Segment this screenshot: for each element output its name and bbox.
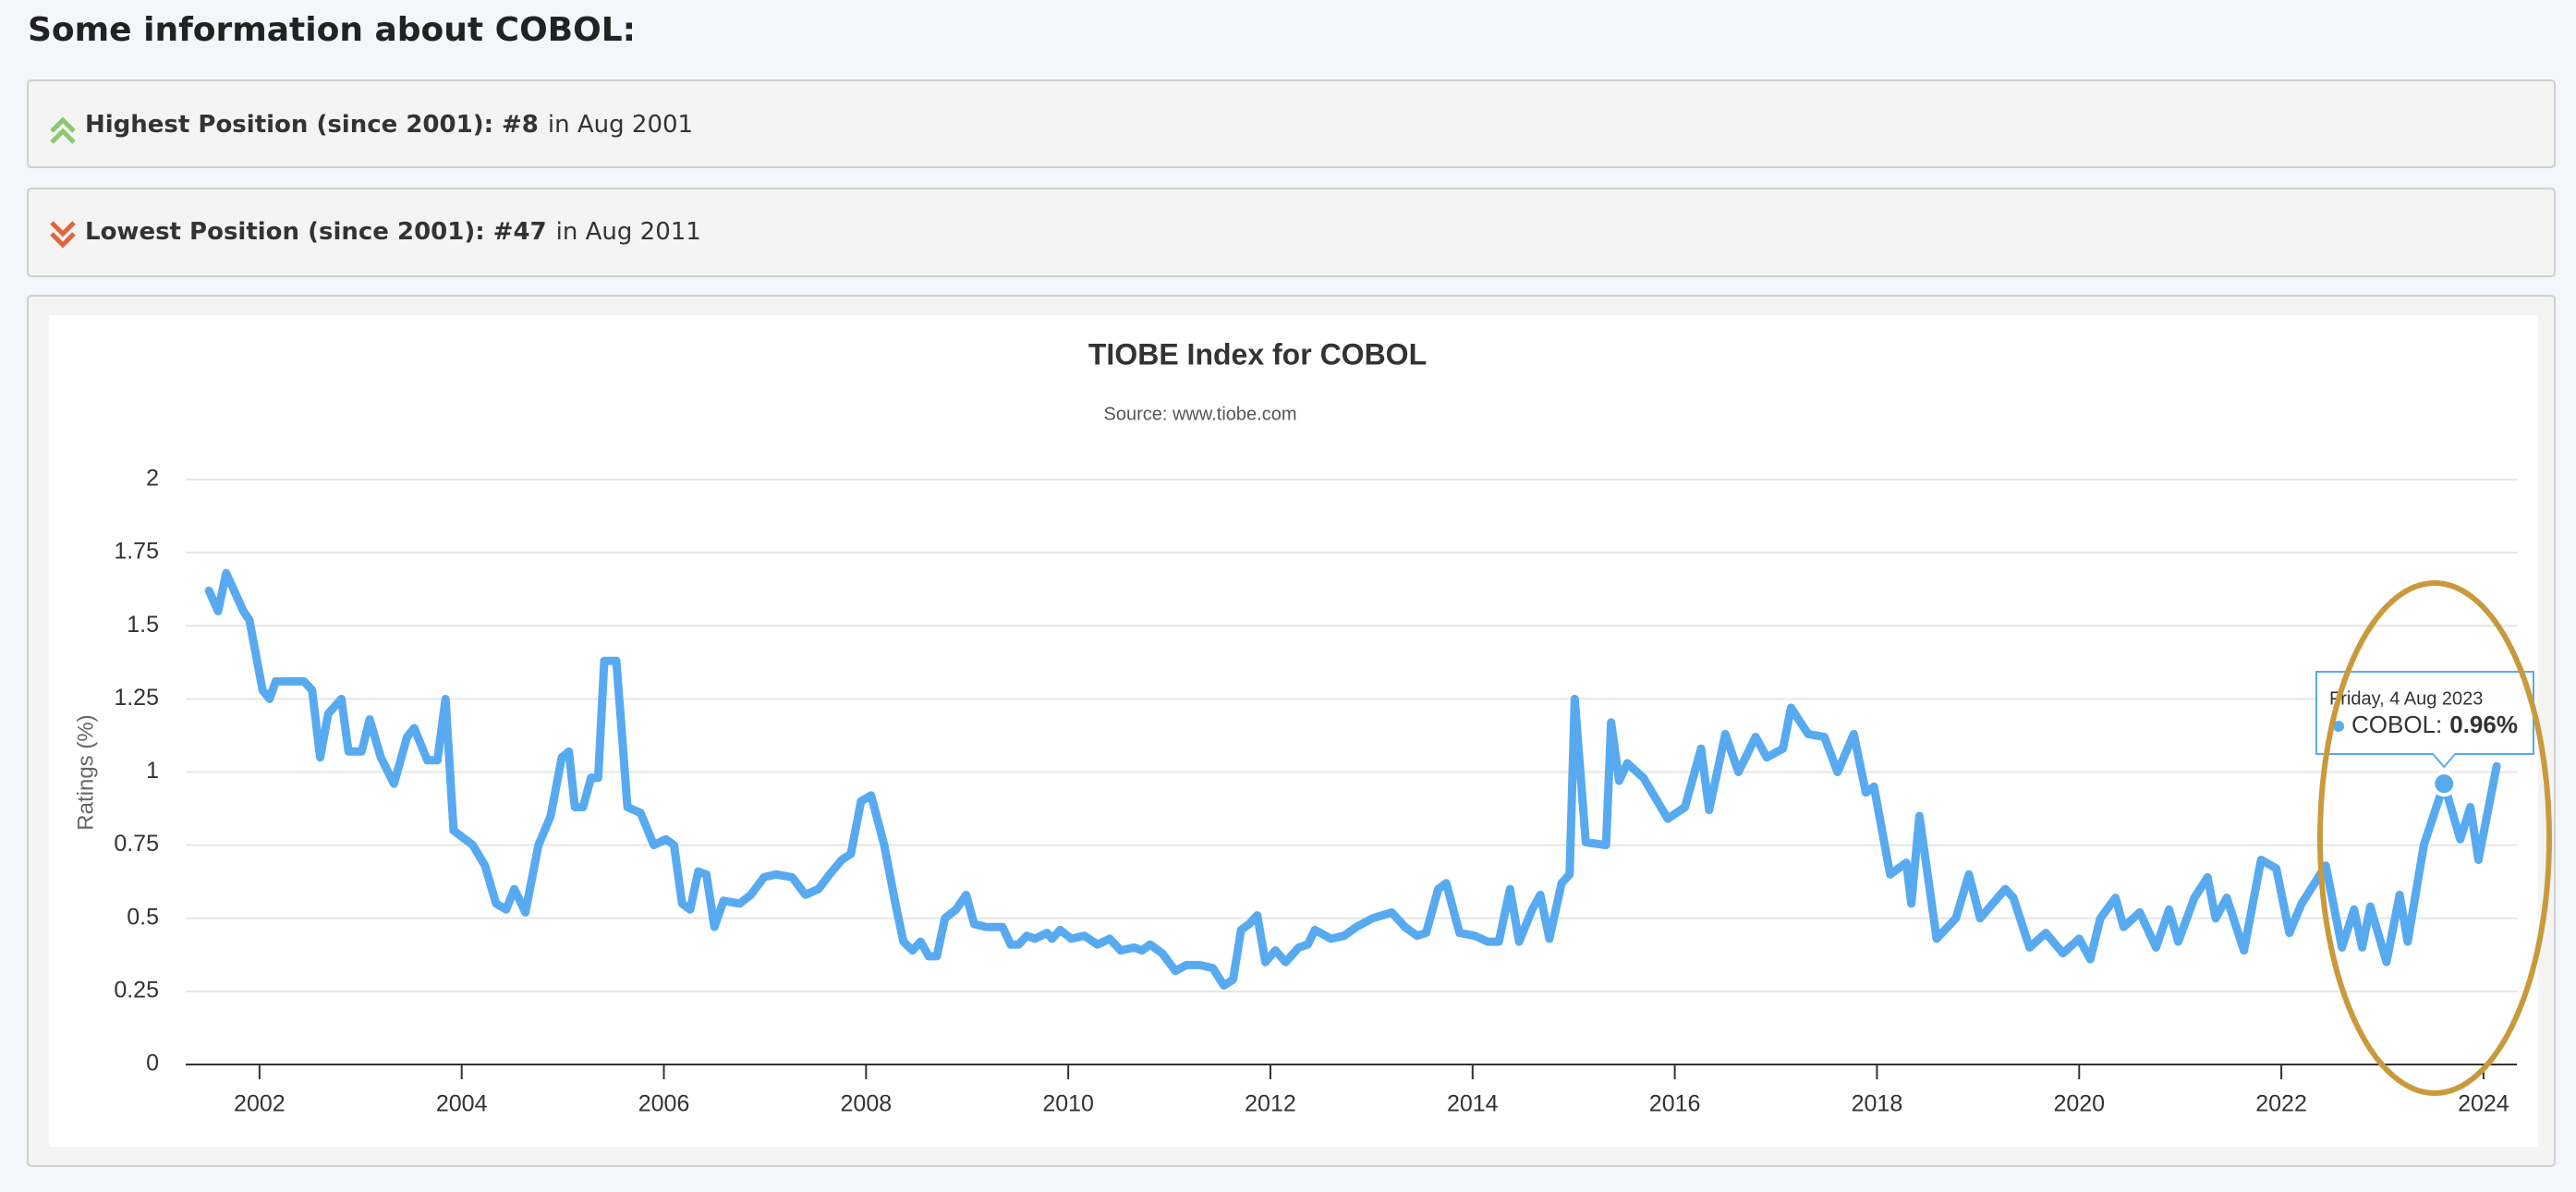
info-label: Highest Position (since 2001): #8 [85,111,539,139]
info-box [27,188,2556,277]
x-tick-label: 2002 [234,1091,286,1117]
tooltip-label: COBOL: [2351,711,2442,738]
x-tick-label: 2018 [1852,1091,1903,1117]
x-tick-label: 2024 [2458,1091,2509,1117]
y-tick-label: 1.25 [114,685,159,711]
tooltip-value: 0.96% [2449,711,2518,738]
y-tick-label: 1.5 [127,612,159,638]
x-tick-label: 2008 [841,1091,893,1117]
chart-title: TIOBE Index for COBOL [1088,337,1427,371]
y-axis-label: Ratings (%) [73,714,98,830]
y-tick-label: 1 [146,758,159,784]
chart-area [49,315,2538,1147]
y-tick-label: 0.5 [127,904,159,930]
highlight-ellipse [2317,580,2552,1096]
down-icon [50,221,76,249]
data-line [204,568,2501,990]
up-icon [50,116,76,144]
hover-marker [2431,771,2458,797]
x-tick-label: 2014 [1447,1091,1499,1117]
x-tick-label: 2004 [436,1091,488,1117]
info-box [27,79,2556,168]
y-tick-label: 0.25 [114,977,159,1003]
chart-subtitle: Source: www.tiobe.com [1104,404,1297,424]
info-text: Lowest Position (since 2001): #47 in Aug … [85,218,701,246]
x-tick-label: 2010 [1042,1091,1094,1117]
x-tick-label: 2022 [2255,1091,2307,1117]
info-detail: in Aug 2011 [556,218,701,246]
y-tick-label: 1.75 [114,539,159,565]
tooltip-box [2315,671,2534,769]
info-text: Highest Position (since 2001): #8 in Aug … [85,111,693,139]
info-label: Lowest Position (since 2001): #47 [85,218,547,246]
x-tick-label: 2006 [638,1091,690,1117]
x-tick-label: 2020 [2053,1091,2105,1117]
tooltip-date: Friday, 4 Aug 2023 [2329,688,2483,709]
tooltip-text: COBOL: 0.96% [2351,711,2518,738]
plot: 0 0.25 0.5 0.75 1 1.25 1.5 1.75 2 2002 2004 2006 200… [114,466,2534,1117]
heading: Some information about COBOL: [28,11,636,49]
y-tick-label: 0 [146,1051,159,1076]
x-tick-label: 2012 [1245,1091,1296,1117]
y-tick-label: 0.75 [114,831,159,857]
y-tick-label: 2 [146,466,159,492]
x-tick-label: 2016 [1649,1091,1701,1117]
tooltip-dot [2333,721,2344,732]
info-detail: in Aug 2001 [548,111,693,139]
